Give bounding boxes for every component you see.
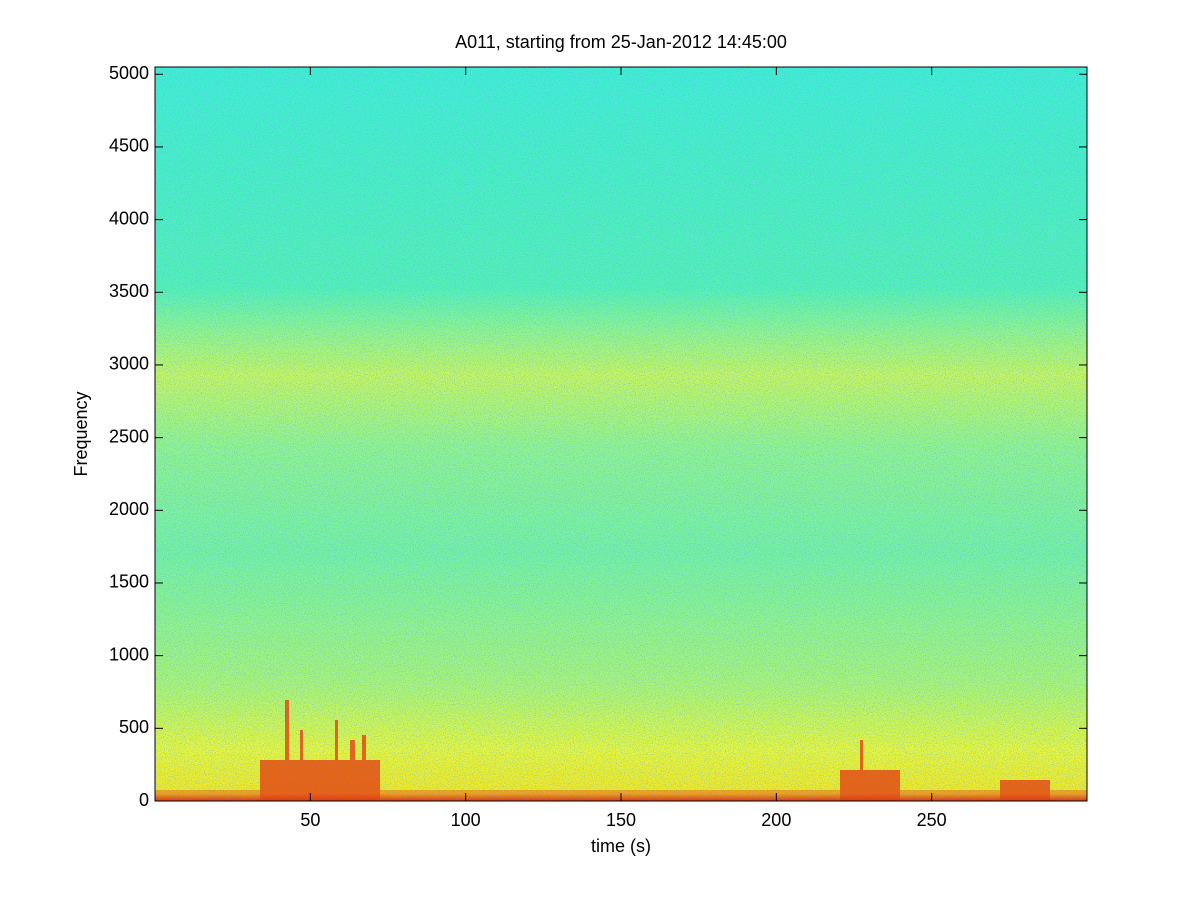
y-axis-label: Frequency [71, 391, 91, 476]
y-tick-label: 3500 [109, 281, 149, 301]
x-tick-label: 100 [451, 810, 481, 830]
y-tick-label: 500 [119, 717, 149, 737]
y-tick-label: 3000 [109, 354, 149, 374]
x-tick-label: 50 [300, 810, 320, 830]
y-tick-label: 4000 [109, 208, 149, 228]
x-axis-label: time (s) [591, 836, 651, 856]
x-tick-label: 150 [606, 810, 636, 830]
x-tick-label: 200 [761, 810, 791, 830]
y-tick-label: 1000 [109, 644, 149, 664]
y-tick-label: 2000 [109, 499, 149, 519]
y-tick-label: 2500 [109, 426, 149, 446]
y-tick-label: 1500 [109, 572, 149, 592]
spectrogram-image [155, 67, 1087, 801]
y-tick-label: 0 [139, 790, 149, 810]
y-tick-label: 5000 [109, 63, 149, 83]
x-tick-label: 250 [917, 810, 947, 830]
y-tick-label: 4500 [109, 136, 149, 156]
chart-title: A011, starting from 25-Jan-2012 14:45:00 [455, 32, 787, 52]
